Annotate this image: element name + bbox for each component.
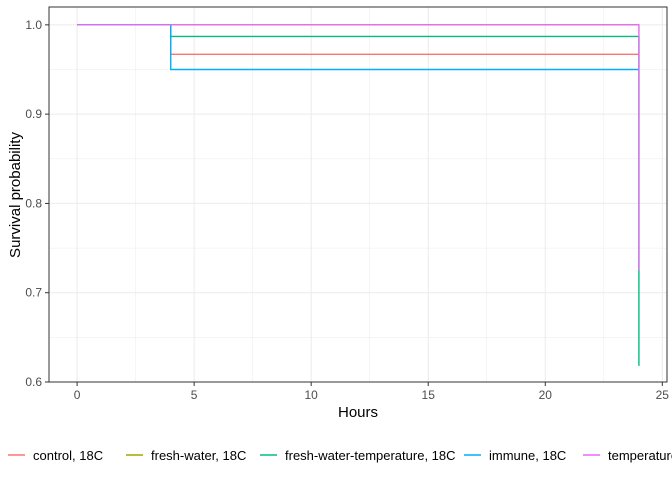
legend: control, 18C fresh-water, 18C fresh-water-… bbox=[8, 448, 672, 463]
legend-label: temperature bbox=[608, 448, 672, 463]
legend-item: fresh-water, 18C bbox=[126, 448, 246, 463]
y-tick-label: 0.7 bbox=[25, 286, 42, 300]
legend-label: fresh-water-temperature, 18C bbox=[285, 448, 456, 463]
series-line bbox=[77, 24, 640, 271]
y-axis-title: Survival probability bbox=[7, 132, 24, 258]
y-tick-label: 0.6 bbox=[25, 375, 42, 389]
x-tick-label: 0 bbox=[74, 388, 81, 402]
legend-label: control, 18C bbox=[33, 448, 103, 463]
y-axis-ticks: 0.6 0.7 0.8 0.9 1.0 bbox=[25, 18, 49, 389]
x-tick-label: 10 bbox=[305, 388, 319, 402]
legend-label: fresh-water, 18C bbox=[151, 448, 246, 463]
x-axis-ticks: 0 5 10 15 20 25 bbox=[74, 382, 670, 402]
legend-label: immune, 18C bbox=[489, 448, 566, 463]
series-group bbox=[77, 24, 640, 366]
x-tick-label: 5 bbox=[191, 388, 198, 402]
y-tick-label: 1.0 bbox=[25, 18, 42, 32]
x-tick-label: 15 bbox=[422, 388, 436, 402]
x-axis-title: Hours bbox=[338, 404, 378, 421]
x-tick-label: 25 bbox=[656, 388, 670, 402]
legend-item: fresh-water-temperature, 18C bbox=[260, 448, 456, 463]
y-tick-label: 0.8 bbox=[25, 196, 42, 210]
legend-item: immune, 18C bbox=[464, 448, 566, 463]
panel-border bbox=[48, 6, 668, 383]
y-tick-label: 0.9 bbox=[25, 107, 42, 121]
legend-item: temperature bbox=[583, 448, 672, 463]
legend-item: control, 18C bbox=[8, 448, 103, 463]
x-tick-label: 20 bbox=[539, 388, 553, 402]
